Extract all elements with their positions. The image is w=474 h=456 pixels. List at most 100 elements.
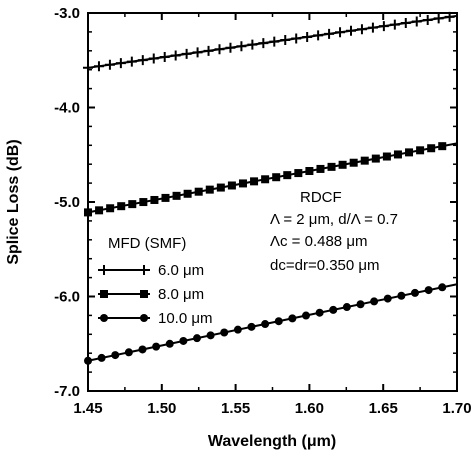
x-tick-label-2: 1.55 [221,400,250,417]
x-tick-label-4: 1.65 [369,400,398,417]
annotation-line-2: Λ = 2 μm, d/Λ = 0.7 [270,211,398,228]
series-2-marker-17 [315,308,324,317]
series-2-marker-8 [192,334,201,343]
series-1-marker-16 [261,175,270,184]
series-2-marker-11 [233,325,242,334]
y-tick-label-1: -4.0 [54,100,80,117]
series-2-marker-15 [288,314,297,323]
series-0-marker-22 [324,28,335,39]
series-layer [83,11,458,365]
series-1-marker-25 [360,156,369,165]
series-2-marker-3 [124,348,133,357]
series-0-marker-2 [104,59,115,70]
legend-marker-0-b [139,265,149,275]
legend-item-0: 6.0 μm [98,262,204,279]
series-0-marker-12 [214,44,225,55]
series-0-marker-15 [247,39,258,50]
series-2-marker-25 [424,286,433,295]
series-1-marker-24 [349,158,358,167]
series-0-marker-27 [378,21,389,32]
y-tick-label-2: -5.0 [54,194,80,211]
legend-marker-1-a [100,290,108,298]
series-0-marker-23 [335,27,346,38]
legend-marker-0-a [99,265,109,275]
series-2-marker-2 [111,351,120,360]
series-1-marker-18 [283,171,292,180]
series-0-marker-25 [356,24,367,35]
series-0-marker-32 [433,13,444,24]
series-0-marker-1 [93,61,104,72]
series-1-marker-9 [183,189,192,198]
legend-label-2: 10.0 μm [158,310,213,327]
series-2-marker-22 [383,294,392,303]
x-tick-label-3: 1.60 [295,400,324,417]
series-2-marker-21 [370,297,379,306]
series-2-marker-4 [138,345,147,354]
series-0-marker-16 [258,38,269,49]
series-2-marker-1 [97,353,106,362]
series-0-marker-20 [302,31,313,42]
series-0-marker-10 [192,47,203,58]
legend-marker-2-b [140,314,148,322]
series-1-marker-23 [338,160,347,169]
series-0-marker-21 [313,30,324,41]
series-0-marker-33 [444,11,455,22]
series-0-marker-0 [83,62,93,73]
series-2-marker-0 [84,356,92,365]
series-0-marker-30 [411,16,422,27]
series-2-marker-19 [342,303,351,312]
series-1-marker-22 [327,162,336,171]
y-axis-title: Splice Loss (dB) [5,139,22,264]
series-1-marker-30 [416,146,425,155]
series-1-marker-19 [294,169,303,178]
series-1-marker-13 [227,181,236,190]
x-axis-title: Wavelength (μm) [208,433,336,450]
series-1-marker-32 [438,142,447,151]
series-2-marker-16 [301,311,310,320]
legend-label-1: 8.0 μm [158,286,204,303]
series-1-marker-5 [139,198,148,207]
series-2-marker-7 [179,336,188,345]
series-2-line [87,283,458,362]
legend-item-2: 10.0 μm [98,310,213,327]
series-0-marker-4 [126,56,137,67]
series-1-marker-14 [238,179,247,188]
series-0-marker-13 [225,42,236,53]
y-tick-label-0: -3.0 [54,5,80,22]
series-1-marker-31 [427,144,436,153]
series-1-marker-17 [272,173,281,182]
series-1-marker-0 [84,208,92,217]
series-2-marker-26 [438,283,447,292]
series-1-marker-26 [371,154,380,163]
series-0-marker-17 [269,36,280,47]
series-0-marker-9 [181,48,192,59]
x-tick-label-5: 1.70 [442,400,471,417]
legend: MFD (SMF) 6.0 μm 8.0 μm 10.0 μm [98,235,213,327]
series-2-marker-13 [261,320,270,329]
series-0-marker-8 [170,50,181,61]
series-1-marker-28 [393,150,402,159]
series-0-marker-24 [345,25,356,36]
annotation-box: RDCF Λ = 2 μm, d/Λ = 0.7 Λc = 0.488 μm d… [270,189,398,274]
y-tick-label-4: -7.0 [54,383,80,400]
annotation-line-4: dc=dr=0.350 μm [270,257,380,274]
legend-marker-2-a [100,314,108,322]
legend-marker-1-b [140,290,148,298]
legend-items: 6.0 μm 8.0 μm 10.0 μm [98,262,213,327]
series-0-marker-19 [291,33,302,44]
series-2-marker-24 [410,288,419,297]
series-1-marker-29 [405,148,414,157]
annotation-line-1: RDCF [300,189,342,206]
series-1-marker-2 [106,204,115,213]
series-1-marker-7 [161,193,170,202]
series-0-marker-31 [422,14,433,25]
series-1-marker-3 [117,202,126,211]
series-0-marker-28 [389,19,400,30]
series-1-marker-8 [172,191,181,200]
legend-item-1: 8.0 μm [98,286,204,303]
series-1-marker-1 [95,206,104,215]
series-1-marker-12 [216,183,225,192]
series-0-marker-11 [203,45,214,56]
series-1-marker-10 [194,187,203,196]
